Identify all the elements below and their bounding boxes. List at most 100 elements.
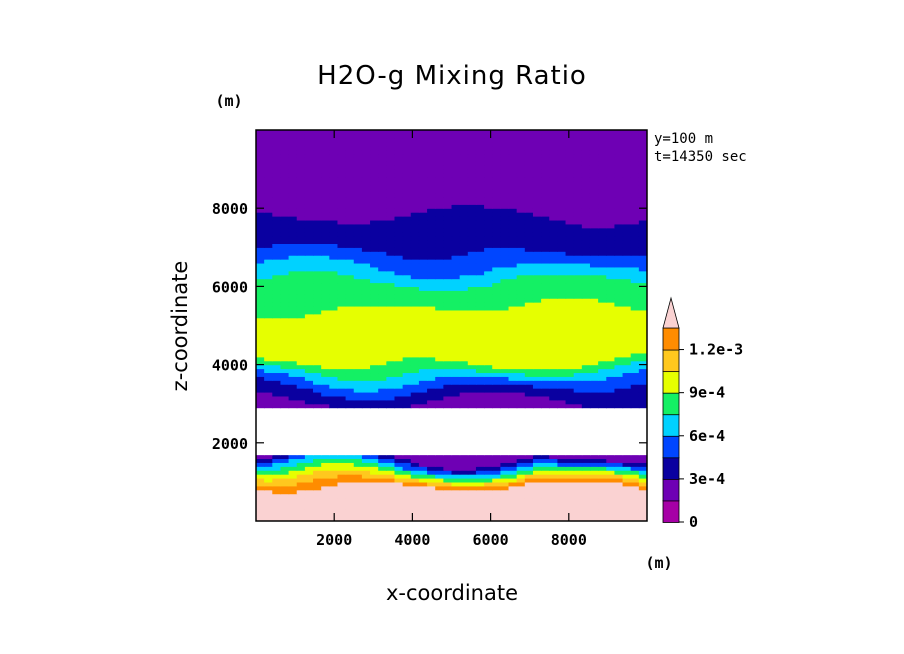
contour-cell [313,513,322,518]
contour-cell [451,458,461,463]
contour-cell [467,376,477,381]
contour-cell [459,200,469,205]
contour-cell [378,278,387,284]
contour-cell [524,431,534,436]
contour-cell [467,149,477,155]
contour-cell [443,423,453,428]
contour-cell [606,348,616,354]
contour-cell [386,407,396,413]
contour-cell [622,223,632,229]
contour-cell [386,161,396,166]
contour-cell [500,274,510,280]
contour-cell [630,345,640,350]
contour-cell [630,223,640,229]
contour-cell [256,223,265,229]
contour-cell [508,309,518,315]
contour-cell [484,509,493,514]
contour-cell [573,419,583,424]
contour-cell [532,149,542,155]
contour-cell [581,501,591,506]
contour-cell [459,427,469,432]
contour-cell [345,149,355,155]
contour-cell [313,442,322,448]
contour-cell [589,173,599,178]
contour-cell [402,208,412,213]
contour-cell [606,509,616,514]
contour-cell [484,165,493,170]
contour-cell [256,477,265,483]
contour-cell [427,219,436,225]
contour-cell [508,329,518,334]
contour-cell [549,458,558,463]
contour-cell [264,274,273,280]
contour-cell [516,450,526,456]
contour-cell [630,485,640,491]
contour-cell [304,137,314,143]
contour-cell [516,329,526,334]
contour-cell [288,204,298,209]
contour-cell [378,364,387,370]
contour-cell [638,368,647,374]
contour-cell [296,505,306,510]
contour-cell [256,517,265,521]
contour-cell [264,188,273,194]
contour-cell [321,501,330,506]
contour-cell [435,216,444,221]
contour-cell [492,403,501,409]
contour-cell [304,169,314,174]
contour-cell [337,348,347,354]
contour-cell [337,247,347,252]
contour-cell [532,391,542,397]
contour-cell [638,395,647,401]
contour-cell [394,188,404,194]
contour-cell [435,165,444,170]
contour-cell [541,364,550,370]
contour-cell [500,329,510,334]
contour-cell [484,274,493,280]
contour-cell [361,407,371,413]
contour-cell [304,501,314,506]
contour-cell [337,239,347,244]
contour-cell [492,438,501,444]
contour-cell [410,243,420,248]
contour-cell [394,231,404,237]
contour-cell [264,302,273,307]
contour-cell [345,219,355,225]
contour-cell [484,227,493,233]
contour-cell [581,368,591,374]
contour-cell [443,282,453,287]
contour-cell [549,466,558,471]
contour-cell [598,403,607,409]
contour-cell [508,321,518,327]
contour-cell [329,411,339,417]
contour-cell [492,219,501,225]
contour-cell [280,321,290,327]
contour-cell [549,192,558,198]
contour-cell [549,442,558,448]
contour-cell [532,474,542,479]
annotation-y: y=100 m [654,131,713,147]
contour-cell [288,313,298,319]
contour-cell [459,333,469,338]
contour-cell [467,130,477,135]
contour-cell [467,212,477,217]
contour-cell [451,466,461,471]
contour-cell [402,180,412,186]
contour-cell [581,266,591,272]
contour-cell [638,188,647,194]
contour-cell [622,415,632,420]
contour-cell [329,442,339,448]
contour-cell [394,298,404,303]
contour-cell [589,517,599,521]
contour-cell [508,431,518,436]
contour-cell [386,137,396,143]
contour-cell [557,446,567,452]
contour-cell [492,286,501,291]
contour-cell [296,130,306,135]
contour-cell [264,391,273,397]
contour-cell [280,184,290,190]
contour-cell [418,286,428,291]
contour-cell [435,427,444,432]
contour-cell [573,243,583,248]
contour-cell [459,161,469,166]
